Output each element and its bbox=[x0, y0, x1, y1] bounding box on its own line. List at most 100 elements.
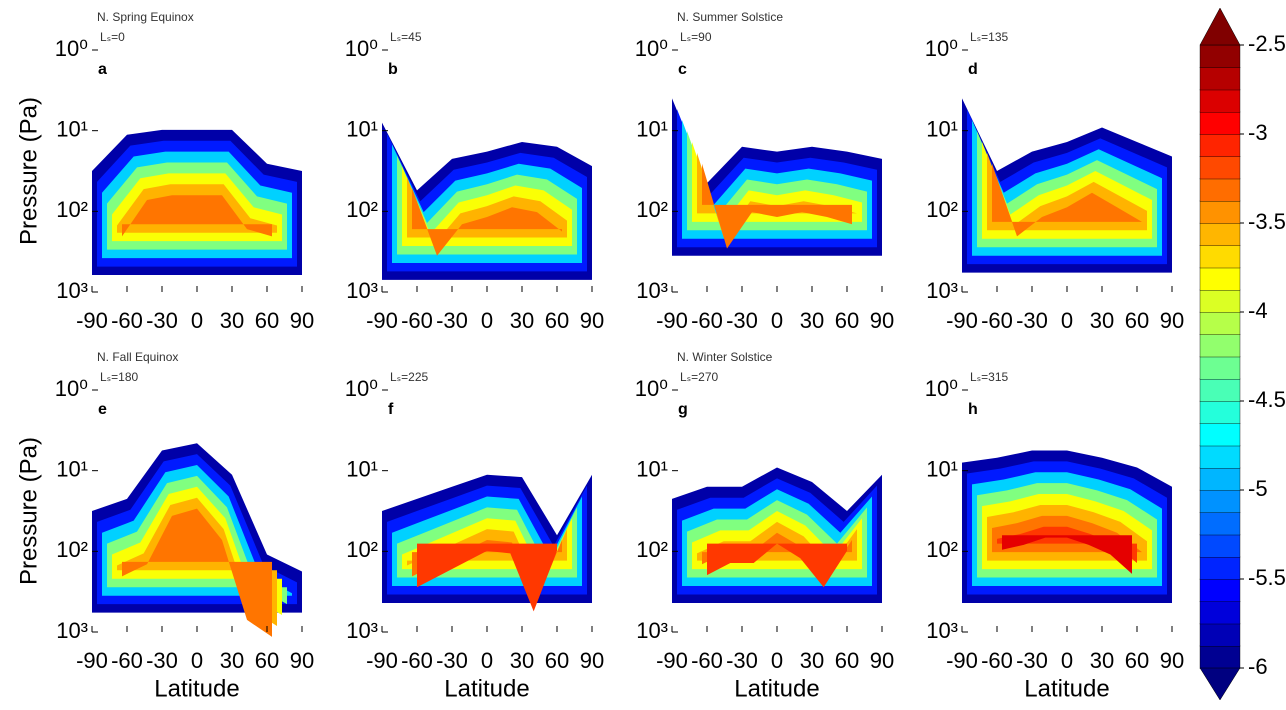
colorbar-band bbox=[1199, 133, 1241, 157]
colorbar-band bbox=[1199, 601, 1241, 625]
panel-title: N. Spring Equinox bbox=[97, 10, 194, 24]
x-tick-label: -30 bbox=[726, 648, 758, 673]
x-tick-label: 30 bbox=[220, 648, 244, 673]
colorbar-band bbox=[1199, 378, 1241, 402]
colorbar-band bbox=[1199, 445, 1241, 469]
y-tick-label: 10⁰ bbox=[55, 36, 88, 61]
panel-subtitle: Lₛ=45 bbox=[390, 30, 422, 44]
x-tick-label: -90 bbox=[946, 648, 978, 673]
y-tick-label: 10⁰ bbox=[55, 376, 88, 401]
x-tick-label: 60 bbox=[545, 308, 569, 333]
contour-region bbox=[407, 529, 567, 590]
x-tick-label: 90 bbox=[580, 308, 604, 333]
x-axis-label: Latitude bbox=[444, 675, 529, 702]
x-tick-label: -60 bbox=[111, 308, 143, 333]
panel-subtitle: Lₛ=90 bbox=[680, 30, 712, 44]
x-axis-label: Latitude bbox=[734, 675, 819, 702]
x-axis-label: Latitude bbox=[1024, 675, 1109, 702]
panel-label: h bbox=[968, 401, 978, 418]
x-tick-label: 30 bbox=[510, 648, 534, 673]
colorbar-tick-label: -6 bbox=[1248, 654, 1268, 679]
colorbar-band bbox=[1199, 67, 1241, 91]
colorbar-tick-label: -5 bbox=[1248, 476, 1268, 501]
colorbar-band bbox=[1199, 178, 1241, 202]
colorbar-band bbox=[1199, 111, 1241, 135]
y-tick-label: 10¹ bbox=[346, 116, 378, 141]
y-tick-label: 10¹ bbox=[926, 116, 958, 141]
contour-region bbox=[412, 187, 562, 256]
y-tick-label: 10⁰ bbox=[635, 36, 668, 61]
panel-subtitle: Lₛ=315 bbox=[970, 370, 1009, 384]
y-tick-label: 10² bbox=[56, 537, 88, 562]
y-tick-label: 10¹ bbox=[636, 116, 668, 141]
colorbar-tick-label: -4 bbox=[1248, 298, 1268, 323]
x-tick-label: -90 bbox=[946, 308, 978, 333]
y-tick-label: 10³ bbox=[346, 618, 378, 643]
x-tick-label: 30 bbox=[220, 308, 244, 333]
colorbar-band bbox=[1199, 356, 1241, 380]
x-tick-label: -30 bbox=[146, 648, 178, 673]
colorbar-band bbox=[1199, 623, 1241, 647]
x-tick-label: 90 bbox=[870, 648, 894, 673]
x-tick-label: -60 bbox=[111, 648, 143, 673]
colorbar-band bbox=[1199, 534, 1241, 558]
colorbar-tick-label: -5.5 bbox=[1248, 565, 1286, 590]
panel-title: N. Fall Equinox bbox=[97, 350, 178, 364]
x-tick-label: -30 bbox=[436, 308, 468, 333]
colorbar-band bbox=[1199, 267, 1241, 291]
contour-region bbox=[702, 163, 852, 249]
colorbar-band bbox=[1199, 556, 1241, 580]
x-tick-label: -60 bbox=[401, 308, 433, 333]
x-tick-label: 30 bbox=[800, 648, 824, 673]
x-tick-label: -60 bbox=[981, 648, 1013, 673]
x-tick-label: -90 bbox=[366, 308, 398, 333]
y-tick-label: 10² bbox=[346, 197, 378, 222]
colorbar-arrow bbox=[1199, 667, 1241, 701]
contour-region bbox=[417, 543, 557, 612]
panel-title: N. Winter Solstice bbox=[677, 350, 773, 364]
contour-region bbox=[122, 508, 272, 637]
x-tick-label: 90 bbox=[580, 648, 604, 673]
colorbar-tick-label: -4.5 bbox=[1248, 387, 1286, 412]
y-tick-label: 10³ bbox=[56, 618, 88, 643]
x-tick-label: -60 bbox=[401, 648, 433, 673]
x-tick-label: 0 bbox=[481, 648, 493, 673]
panel-label: a bbox=[98, 61, 107, 78]
x-tick-label: 60 bbox=[835, 308, 859, 333]
y-tick-label: 10³ bbox=[926, 278, 958, 303]
panel-label: f bbox=[388, 401, 394, 418]
x-tick-label: 60 bbox=[255, 308, 279, 333]
y-tick-label: 10¹ bbox=[926, 456, 958, 481]
colorbar-band bbox=[1199, 245, 1241, 269]
colorbar-band bbox=[1199, 645, 1241, 669]
y-tick-label: 10³ bbox=[636, 278, 668, 303]
y-tick-label: 10⁰ bbox=[345, 376, 378, 401]
x-tick-label: 90 bbox=[1160, 648, 1184, 673]
y-tick-label: 10³ bbox=[346, 278, 378, 303]
x-tick-label: 60 bbox=[1125, 308, 1149, 333]
y-tick-label: 10² bbox=[56, 197, 88, 222]
y-tick-label: 10³ bbox=[636, 618, 668, 643]
colorbar-band bbox=[1199, 467, 1241, 491]
y-tick-label: 10⁰ bbox=[345, 36, 378, 61]
y-tick-label: 10¹ bbox=[56, 456, 88, 481]
y-tick-label: 10¹ bbox=[56, 116, 88, 141]
x-tick-label: 0 bbox=[481, 308, 493, 333]
colorbar-arrow bbox=[1199, 7, 1241, 46]
panel-label: c bbox=[678, 61, 687, 78]
x-axis-label: Latitude bbox=[154, 675, 239, 702]
x-tick-label: -30 bbox=[1016, 648, 1048, 673]
x-tick-label: 0 bbox=[771, 648, 783, 673]
y-tick-label: 10¹ bbox=[636, 456, 668, 481]
x-tick-label: 0 bbox=[1061, 308, 1073, 333]
colorbar-band bbox=[1199, 311, 1241, 335]
x-tick-label: 0 bbox=[191, 648, 203, 673]
contour-region bbox=[122, 195, 272, 237]
x-tick-label: -90 bbox=[366, 648, 398, 673]
colorbar-band bbox=[1199, 289, 1241, 313]
x-tick-label: 0 bbox=[1061, 648, 1073, 673]
y-tick-label: 10¹ bbox=[346, 456, 378, 481]
colorbar-band bbox=[1199, 44, 1241, 68]
x-tick-label: 0 bbox=[771, 308, 783, 333]
